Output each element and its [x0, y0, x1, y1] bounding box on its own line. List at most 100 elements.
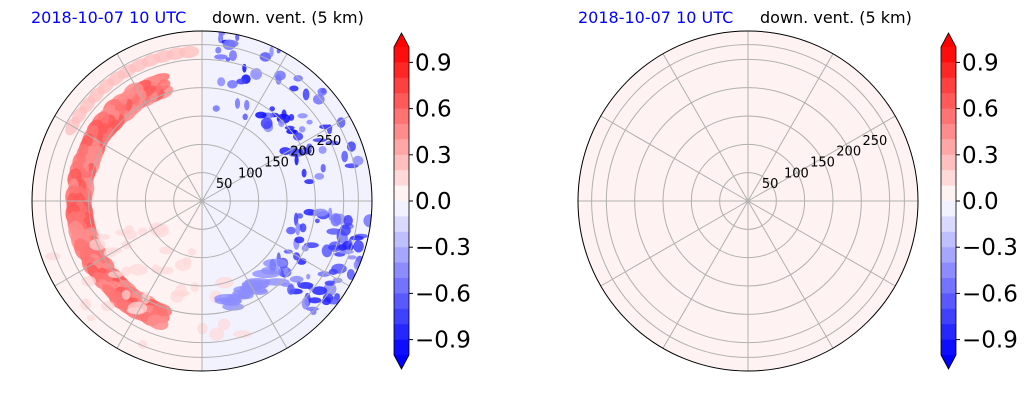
field-cell-negative: [343, 215, 353, 227]
field-cell-negative: [234, 98, 241, 109]
field-cell-negative: [297, 113, 308, 119]
colorbar-level: [394, 308, 409, 325]
azimuth-gridline: [600, 115, 749, 202]
colorbar-tick-label: 0.0: [962, 189, 999, 215]
azimuth-gridline: [662, 53, 749, 202]
azimuth-gridline: [201, 53, 288, 202]
field-cell-negative: [311, 286, 328, 296]
chart-variable-label: down. vent. (5 km): [212, 8, 364, 27]
colorbar-tick-label: −0.3: [962, 235, 1018, 261]
colorbar-level: [941, 47, 956, 63]
field-cell-negative: [312, 94, 325, 105]
field-cell-negative: [328, 268, 338, 275]
field-cell-negative: [289, 145, 299, 156]
field-cell-negative: [306, 143, 313, 151]
colorbar-tick-label: −0.6: [962, 281, 1018, 307]
radial-tick-label: 50: [762, 177, 779, 192]
field-cell-negative: [215, 46, 222, 54]
field-cell-negative: [363, 214, 372, 228]
colorbar-level: [394, 139, 409, 156]
field-cell-negative: [241, 281, 260, 292]
colorbar-level: [941, 108, 956, 125]
field-cell-negative: [301, 168, 307, 178]
colorbar-level: [394, 77, 409, 94]
colorbar-level: [394, 124, 409, 140]
field-cell-positive: [147, 314, 169, 330]
field-cell-positive: [121, 266, 131, 277]
field-cell-negative: [305, 284, 312, 290]
field-cell-negative: [325, 140, 340, 146]
field-cell-negative: [255, 111, 267, 119]
colorbar-level: [941, 278, 956, 294]
colorbar-level: [394, 231, 409, 248]
colorbar-level: [941, 124, 956, 140]
chart-panel-right: 2018-10-07 10 UTC down. vent. (5 km) 50 1…: [518, 0, 1036, 401]
field-cell-negative: [303, 208, 316, 216]
colorbar-level: [394, 201, 409, 217]
field-cell-negative: [295, 222, 301, 236]
colorbar-level: [941, 231, 956, 248]
field-cell-negative: [339, 225, 351, 236]
radial-tick-label: 100: [238, 166, 263, 181]
radial-tick-label: 250: [316, 134, 341, 149]
chart-time-label: 2018-10-07 10 UTC: [31, 8, 187, 27]
radial-tick-label: 50: [216, 177, 233, 192]
field-cell-negative: [312, 138, 327, 143]
colorbar-tick-label: 0.3: [962, 143, 999, 169]
colorbar-tick-label: 0.9: [415, 50, 452, 76]
field-cell-negative: [317, 271, 331, 277]
field-cell-positive: [232, 330, 253, 339]
colorbar-extend-max: [941, 33, 956, 47]
field-cell-negative: [260, 117, 273, 130]
colorbar-level: [394, 154, 409, 171]
field-cell-negative: [346, 268, 355, 280]
field-cell-negative: [312, 208, 328, 217]
field-cell-positive: [149, 222, 167, 236]
field-cell-positive: [209, 327, 225, 341]
colorbar-level: [941, 139, 956, 156]
field-cell-negative: [314, 218, 320, 224]
azimuth-gridline: [54, 200, 203, 287]
field-cell-negative: [294, 155, 299, 166]
field-cell-negative: [321, 297, 331, 306]
field-cell-negative: [320, 88, 327, 94]
colorbar-tick-label: 0.0: [415, 189, 452, 215]
colorbar-level: [394, 324, 409, 341]
colorbar-level: [941, 339, 956, 356]
colorbar-level: [941, 93, 956, 110]
field-cell-positive: [86, 314, 96, 322]
polar-grid-right: [578, 31, 918, 371]
field-cell-negative: [260, 266, 282, 275]
azimuth-gridline: [747, 200, 896, 287]
field-cell-negative: [214, 297, 243, 305]
colorbar-level: [941, 170, 956, 187]
field-cell-negative: [353, 260, 359, 270]
colorbar-level: [394, 93, 409, 110]
field-cell-positive: [45, 252, 61, 261]
colorbar-level: [941, 201, 956, 217]
colorbar-level: [394, 262, 409, 279]
field-cell-positive: [126, 307, 144, 314]
radial-tick-label: 150: [810, 155, 835, 170]
field-cell-negative: [242, 113, 248, 121]
colorbar-level: [941, 247, 956, 264]
azimuth-gridline: [747, 200, 834, 349]
azimuth-gridline: [54, 115, 203, 202]
field-cell-negative: [263, 258, 288, 268]
field-cell-negative: [347, 255, 357, 260]
field-cell-negative: [341, 150, 349, 163]
field-cell-negative: [287, 284, 295, 295]
colorbar-tick-label: 0.6: [415, 97, 452, 123]
colorbar-level: [394, 47, 409, 63]
polar-boundary-right: [577, 30, 919, 372]
colorbar-level: [394, 108, 409, 125]
field-cell-negative: [324, 280, 336, 286]
field-cell-negative: [294, 236, 305, 244]
field-cell-positive: [171, 290, 190, 297]
azimuth-gridline: [201, 200, 350, 287]
colorbar-level: [941, 262, 956, 279]
field-cell-negative: [279, 147, 292, 156]
field-cell-negative: [306, 119, 313, 125]
colorbar-level: [394, 293, 409, 310]
field-cell-negative: [352, 155, 364, 166]
